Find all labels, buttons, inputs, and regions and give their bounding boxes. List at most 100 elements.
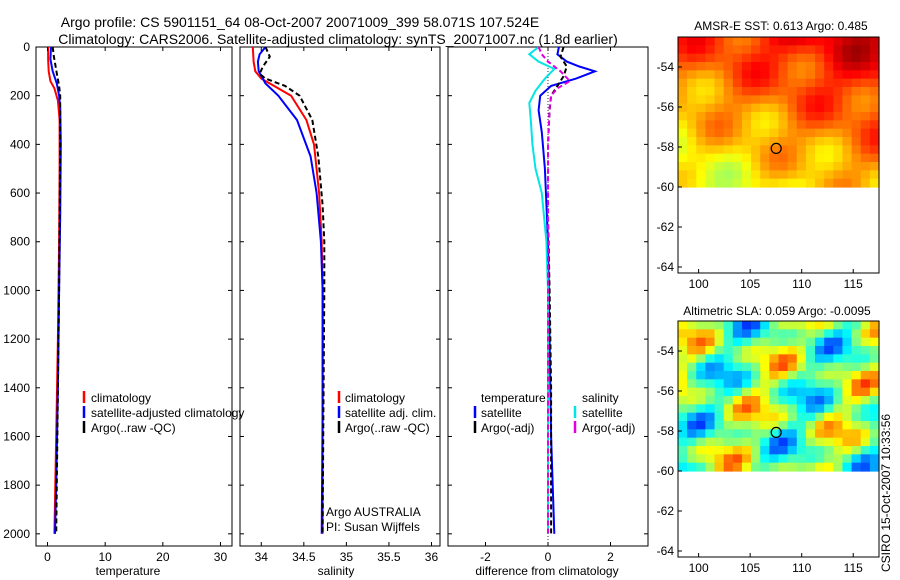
- altimetric-sla-cell: [760, 321, 770, 330]
- altimetric-sla-cell: [714, 329, 725, 339]
- amsre-sst-cell: [769, 178, 780, 188]
- legend-label-climatology: climatology: [345, 391, 405, 405]
- salinity-xlabel: salinity: [318, 564, 355, 578]
- altimetric-sla-cell: [705, 321, 716, 330]
- altimetric-sla-cell: [732, 446, 743, 455]
- altimetric-sla-cell: [769, 462, 780, 472]
- amsre-sst-cell: [778, 78, 789, 88]
- amsre-sst-cell: [687, 62, 697, 71]
- amsre-sst-cell: [805, 53, 816, 63]
- amsre-sst-cell: [851, 128, 862, 138]
- amsre-sst-cell: [678, 145, 688, 155]
- amsre-sst-cell: [805, 178, 816, 188]
- amsre-sst-cell: [751, 170, 761, 180]
- altimetric-sla-cell: [824, 362, 834, 372]
- altimetric-sla-cell: [833, 329, 844, 339]
- altimetric-sla-cell: [696, 321, 707, 330]
- altimetric-sla-cell: [815, 454, 825, 464]
- sla-profile-location-marker: [770, 426, 782, 438]
- amsre-sst-cell: [833, 112, 844, 121]
- amsre-sst-cell: [714, 62, 725, 71]
- amsre-sst-cell: [778, 137, 789, 146]
- amsre-sst-cell: [787, 128, 798, 138]
- amsre-sst-cell: [696, 78, 707, 88]
- altimetric-sla-cell: [732, 412, 743, 422]
- amsre-sst-cell: [705, 120, 716, 130]
- altimetric-sla-cell: [687, 396, 697, 405]
- altimetric-sla-cell: [723, 437, 734, 447]
- amsre-sst-cell: [714, 70, 725, 80]
- altimetric-sla-cell: [833, 346, 844, 355]
- amsre-sst-cell: [760, 145, 770, 155]
- amsre-sst-cell: [796, 53, 807, 63]
- amsre-sst-cell: [833, 78, 844, 88]
- altimetric-sla-cell: [714, 337, 725, 347]
- altimetric-sla-cell: [796, 446, 807, 455]
- amsre-sst-cell: [824, 162, 834, 171]
- amsre-sst-cell: [833, 95, 844, 105]
- amsre-sst-cell: [714, 145, 725, 155]
- amsre-sst-cell: [778, 128, 789, 138]
- salinity-annotation-line2: PI: Susan Wijffels: [326, 520, 420, 534]
- amsre-sst-cell: [824, 145, 834, 155]
- amsre-sst-cell: [687, 137, 697, 146]
- altimetric-sla-cell: [723, 429, 734, 439]
- altimetric-sla-cell: [741, 454, 752, 464]
- amsre-sst-cell: [787, 37, 798, 46]
- amsre-sst-cell: [723, 162, 734, 171]
- altimetric-sla-cell: [833, 387, 844, 397]
- altimetric-sla-cell: [815, 329, 825, 339]
- altimetric-sla-cell: [678, 404, 688, 414]
- altimetric-sla-cell: [869, 354, 880, 364]
- altimetric-sla-cell: [824, 379, 834, 389]
- altimetric-sla-cell: [751, 354, 761, 364]
- amsre-sst-cell: [678, 87, 688, 96]
- altimetric-sla-cell: [860, 437, 871, 447]
- amsre-sst-cell: [842, 120, 853, 130]
- amsre-sst-cell: [760, 78, 770, 88]
- amsre-sst-cell: [833, 87, 844, 96]
- altimetric-sla-ytick-label: -54: [657, 344, 675, 358]
- amsre-sst-cell: [705, 170, 716, 180]
- altimetric-sla-cell: [705, 379, 716, 389]
- amsre-sst-cell: [741, 145, 752, 155]
- altimetric-sla-cell: [805, 437, 816, 447]
- altimetric-sla-cell: [723, 371, 734, 380]
- altimetric-sla-cell: [805, 354, 816, 364]
- altimetric-sla-cell: [778, 362, 789, 372]
- amsre-sst-cell: [842, 53, 853, 63]
- altimetric-sla-cell: [860, 462, 871, 472]
- amsre-sst-cell: [851, 170, 862, 180]
- altimetric-sla-cell: [869, 429, 880, 439]
- amsre-sst-cell: [815, 53, 825, 63]
- amsre-sst-cell: [860, 128, 871, 138]
- altimetric-sla-cell: [687, 371, 697, 380]
- amsre-sst-cell: [815, 103, 825, 113]
- altimetric-sla-cell: [714, 321, 725, 330]
- amsre-sst-cell: [833, 170, 844, 180]
- amsre-sst-ytick-label: -62: [657, 220, 675, 234]
- altimetric-sla-cell: [723, 454, 734, 464]
- amsre-sst-cell: [741, 70, 752, 80]
- altimetric-sla-cell: [851, 412, 862, 422]
- altimetric-sla-cell: [805, 412, 816, 422]
- altimetric-sla-cell: [860, 421, 871, 430]
- amsre-sst-cell: [723, 112, 734, 121]
- amsre-sst-cell: [741, 162, 752, 171]
- amsre-sst-cell: [769, 170, 780, 180]
- amsre-sst-cell: [842, 87, 853, 96]
- altimetric-sla-cell: [805, 454, 816, 464]
- altimetric-sla-cell: [851, 371, 862, 380]
- sst-map-frame: [677, 36, 880, 274]
- altimetric-sla-cell: [796, 387, 807, 397]
- amsre-sst-cell: [760, 120, 770, 130]
- amsre-sst-cell: [860, 162, 871, 171]
- altimetric-sla-cell: [796, 421, 807, 430]
- amsre-sst-cell: [851, 137, 862, 146]
- altimetric-sla-cell: [815, 387, 825, 397]
- altimetric-sla-cell: [678, 462, 688, 472]
- amsre-sst-cell: [805, 62, 816, 71]
- altimetric-sla-cell: [805, 396, 816, 405]
- amsre-sst-cell: [869, 87, 880, 96]
- amsre-sst-cell: [787, 120, 798, 130]
